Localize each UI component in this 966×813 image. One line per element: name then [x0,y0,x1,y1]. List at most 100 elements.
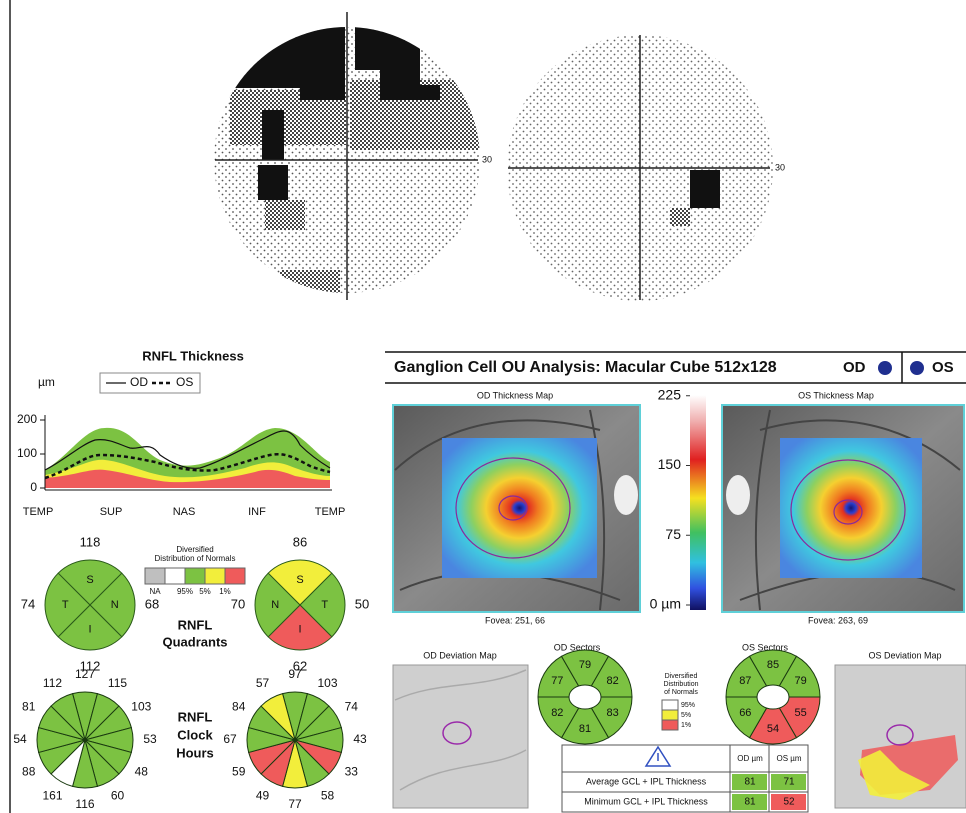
gcl-table: OD µm OS µm Average GCL + IPL Thickness 81 7… [562,745,808,812]
quadrant-letter: N [271,599,279,611]
quadrant-value: 50 [355,596,369,611]
scale-label: 75 [665,526,681,542]
clock-value: 57 [256,676,270,690]
eye-dot [878,361,892,375]
quadrants-title: RNFL [178,617,213,632]
scale-label: 150 [658,456,682,472]
clock-value: 97 [288,667,302,681]
legend-label: 5% [199,587,211,596]
legend-label: OS [176,375,193,389]
quadrant-letter: T [321,599,328,611]
legend-label: 1% [681,722,691,729]
clock-value: 67 [223,732,237,746]
vf-scale: 30 [775,162,785,172]
legend-swatch [185,568,205,584]
sector-value: 85 [767,659,779,671]
map-title: OS Thickness Map [798,390,874,400]
quadrant-letter: I [298,624,301,636]
legend-swatch [662,700,678,710]
clock-value: 77 [288,797,302,811]
row-label: Minimum GCL + IPL Thickness [584,796,708,806]
report: 30 30 RNFL Thickness µm OD OS 0100200TEM… [0,0,966,813]
eye-label: OD [843,359,866,376]
quadrant-letter: S [86,574,93,586]
cell-value: 52 [783,797,795,808]
quadrant-value: 118 [80,534,101,549]
clock-value: 33 [345,765,359,779]
legend-swatch [205,568,225,584]
quadrant-value: 74 [21,596,35,611]
sector-value: 54 [767,723,779,735]
clock-value: 48 [135,765,149,779]
fovea: Fovea: 263, 69 [808,615,868,625]
legend-title: of Normals [664,689,698,696]
sector-value: 79 [579,659,591,671]
od-thickness [442,438,597,578]
optic-disc [614,475,638,515]
column-header: OS µm [776,754,801,763]
clock-value: 58 [321,788,335,802]
legend-swatch [145,568,165,584]
clock-value: 116 [75,797,94,811]
eye-dot [910,361,924,375]
clock-value: 161 [42,788,62,802]
color-bar [690,395,706,610]
quadrant-letter: N [111,599,119,611]
scale-label: 0 µm [650,596,681,612]
x-label: SUP [100,506,123,518]
clock-title: Hours [176,745,214,760]
cell-value: 71 [783,777,795,788]
legend-title: Diversified [176,545,213,554]
clock-value: 43 [353,732,367,746]
clock-value: 54 [13,732,27,746]
clock-value: 81 [22,700,36,714]
optic-disc [726,475,750,515]
clock-value: 59 [232,765,246,779]
legend-label: 1% [219,587,231,596]
eye-label: OS [932,359,954,376]
y-tick-label: 200 [17,412,37,426]
legend-label: 5% [681,712,691,719]
clock-value: 103 [317,676,337,690]
column-header: OD µm [737,754,763,763]
clock-title: Clock [177,727,213,742]
cell-value: 81 [744,797,756,808]
legend-swatch [662,720,678,730]
sector-center [757,685,789,709]
map-title: OD Deviation Map [423,650,497,660]
visual-field-od [200,15,500,310]
row-label: Average GCL + IPL Thickness [586,776,707,786]
legend-title: Distribution of Normals [155,554,236,563]
sector-center [569,685,601,709]
legend-label: OD [130,375,148,389]
sector-value: 66 [739,707,751,719]
x-label: INF [248,506,266,518]
unit: µm [38,375,55,389]
rnfl-title: RNFL Thickness [142,348,244,363]
map-title: OS Deviation Map [868,650,941,660]
clock-value: 60 [111,788,125,802]
legend-label: NA [149,587,161,596]
legend-title: Distribution [663,681,698,688]
clock-value: 74 [345,700,359,714]
sector-value: 55 [795,707,807,719]
clock-value: 115 [108,676,127,690]
clock-value: 88 [22,765,36,779]
legend-label: 95% [681,702,695,709]
legend-swatch [225,568,245,584]
visual-field-os [500,30,790,320]
sector-value: 83 [607,707,619,719]
y-tick-label: 100 [17,446,37,460]
clock-value: 127 [75,667,95,681]
quadrant-letter: T [62,599,69,611]
cell-value: 81 [744,777,756,788]
vf-scale: 30 [482,154,492,164]
normals-legend: DiversifiedDistribution of NormalsNA95%5… [145,545,245,596]
clock-title: RNFL [178,709,213,724]
sector-value: 77 [551,675,563,687]
sector-value: 81 [579,723,591,735]
sector-value: 79 [795,675,807,687]
os-thickness [780,438,922,578]
